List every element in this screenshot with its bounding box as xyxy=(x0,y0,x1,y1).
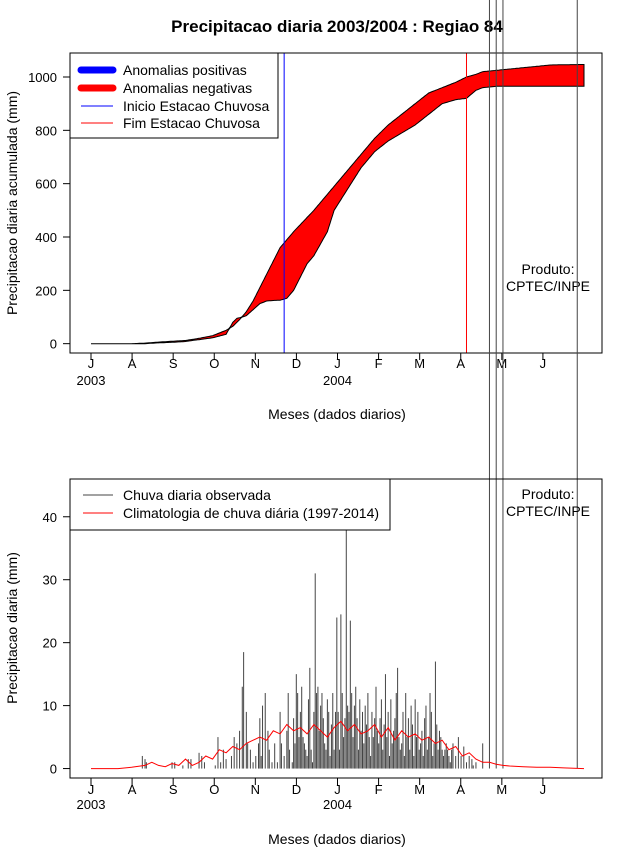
climatology-line xyxy=(91,720,585,770)
bottom-x-tick-label: J xyxy=(540,782,547,797)
cumulative-panel: 0 200 400 600 800 1000 J A S O N D J F M A M J 2003 2004 P… xyxy=(4,52,603,422)
bottom-x-tick-label: O xyxy=(209,782,219,797)
bottom-x-tick-label: N xyxy=(251,782,260,797)
bottom-x-tick-label: M xyxy=(496,782,507,797)
negative-anomaly-area xyxy=(91,64,585,345)
bottom-x-tick-label: A xyxy=(456,782,465,797)
bottom-x-tick-label: M xyxy=(414,782,425,797)
top-x-tick-label: F xyxy=(375,356,383,371)
top-year-label: 2003 xyxy=(77,373,106,388)
y-axis-label-bottom: Precipitacao diaria (mm) xyxy=(4,552,20,704)
x-axis-label-top: Meses (dados diarios) xyxy=(268,406,406,422)
bottom-x-tick-label: S xyxy=(169,782,178,797)
bottom-x-tick-label: D xyxy=(292,782,301,797)
legend-label-observed: Chuva diaria observada xyxy=(123,487,271,503)
bottom-year-label: 2003 xyxy=(77,797,106,812)
bottom-x-tick-label: F xyxy=(375,782,383,797)
legend-label-climatology: Climatologia de chuva diária (1997-2014) xyxy=(123,505,379,521)
legend-bottom: Chuva diaria observada Climatologia de c… xyxy=(69,478,391,531)
chart-title: Precipitacao diaria 2003/2004 : Regiao 8… xyxy=(171,17,503,36)
top-x-tick-label: N xyxy=(251,356,260,371)
bottom-y-tick-label: 0 xyxy=(50,762,57,777)
top-x-tick-label: J xyxy=(540,356,547,371)
bottom-y-tick-label: 20 xyxy=(43,636,57,651)
legend-label-negative: Anomalias negativas xyxy=(123,80,252,96)
legend-label-onset: Inicio Estacao Chuvosa xyxy=(123,98,270,114)
top-y-tick-label: 0 xyxy=(50,337,57,352)
legend-label-end: Fim Estacao Chuvosa xyxy=(123,115,260,131)
top-y-tick-label: 200 xyxy=(35,283,57,298)
bottom-y-tick-label: 40 xyxy=(43,510,57,525)
top-year-label: 2004 xyxy=(323,373,352,388)
bottom-x-tick-label: J xyxy=(88,782,95,797)
top-y-tick-label: 600 xyxy=(35,177,57,192)
bottom-year-label: 2004 xyxy=(323,797,352,812)
top-y-tick-label: 800 xyxy=(35,123,57,138)
bottom-x-tick-label: A xyxy=(128,782,137,797)
top-y-tick-label: 1000 xyxy=(28,70,57,85)
legend-label-positive: Anomalias positivas xyxy=(123,62,247,78)
annotation-produto-top: Produto: xyxy=(522,261,575,277)
y-axis-bottom: 0 10 20 30 40 xyxy=(43,510,71,777)
top-x-tick-label: D xyxy=(292,356,301,371)
top-x-tick-label: A xyxy=(128,356,137,371)
top-x-tick-label: J xyxy=(334,356,341,371)
y-axis-top: 0 200 400 600 800 1000 xyxy=(28,70,71,352)
y-axis-label-top: Precipitacao diaria acumulada (mm) xyxy=(4,91,20,315)
top-y-tick-label: 400 xyxy=(35,230,57,245)
annotation-cptec-top: CPTEC/INPE xyxy=(506,278,590,294)
bottom-y-tick-label: 30 xyxy=(43,573,57,588)
annotation-produto-bottom: Produto: xyxy=(522,486,575,502)
top-x-tick-label: A xyxy=(456,356,465,371)
top-x-tick-label: M xyxy=(414,356,425,371)
x-axis-top: J A S O N D J F M A M J 2003 2004 xyxy=(77,352,547,388)
bottom-x-tick-label: J xyxy=(334,782,341,797)
legend-top: Anomalias positivas Anomalias negativas … xyxy=(69,52,279,139)
legend-box-bottom xyxy=(69,478,391,531)
top-x-tick-label: J xyxy=(88,356,95,371)
x-axis-label-bottom: Meses (dados diarios) xyxy=(268,831,406,847)
top-x-tick-label: S xyxy=(169,356,178,371)
top-x-tick-label: M xyxy=(496,356,507,371)
bottom-y-tick-label: 10 xyxy=(43,699,57,714)
annotation-cptec-bottom: CPTEC/INPE xyxy=(506,503,590,519)
top-x-tick-label: O xyxy=(209,356,219,371)
anomaly-area xyxy=(91,64,585,345)
